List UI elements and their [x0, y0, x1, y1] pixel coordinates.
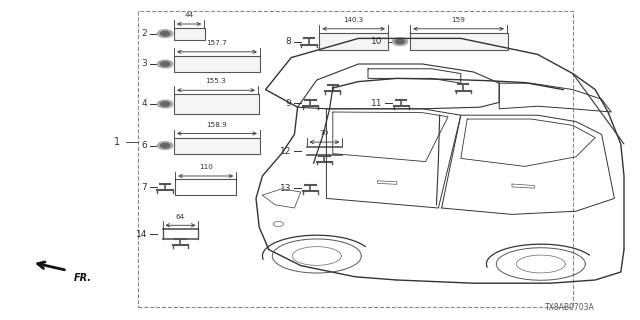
Text: 64: 64: [176, 213, 185, 220]
Circle shape: [161, 102, 170, 106]
Text: 159: 159: [452, 17, 465, 23]
Text: 7: 7: [141, 183, 147, 192]
Text: 140.3: 140.3: [344, 17, 364, 23]
Text: 2: 2: [141, 29, 147, 38]
Text: 44: 44: [184, 12, 194, 18]
Bar: [319, 33, 388, 50]
Text: FR.: FR.: [74, 273, 92, 283]
Bar: [174, 138, 260, 154]
Text: 110: 110: [199, 164, 212, 170]
Circle shape: [157, 100, 173, 108]
Circle shape: [157, 142, 173, 149]
Text: 6: 6: [141, 141, 147, 150]
Circle shape: [161, 31, 170, 36]
Circle shape: [161, 143, 170, 148]
Text: 158.9: 158.9: [207, 122, 227, 128]
Circle shape: [396, 39, 404, 44]
Text: 11: 11: [371, 99, 382, 108]
Text: 70: 70: [320, 130, 329, 136]
Text: 8: 8: [285, 37, 291, 46]
Bar: [174, 56, 260, 72]
Circle shape: [161, 62, 170, 66]
Text: 1: 1: [113, 137, 120, 148]
Text: 10: 10: [371, 37, 382, 46]
Text: 3: 3: [141, 60, 147, 68]
Bar: [174, 94, 259, 114]
Text: 13: 13: [280, 184, 291, 193]
Circle shape: [157, 30, 173, 37]
Text: 157.7: 157.7: [207, 40, 227, 46]
Bar: [410, 33, 508, 50]
Text: 9: 9: [285, 99, 291, 108]
Text: TX8AB0703A: TX8AB0703A: [545, 303, 595, 312]
Text: 12: 12: [280, 147, 291, 156]
Bar: [138, 11, 573, 307]
Circle shape: [157, 60, 173, 68]
Text: 14: 14: [136, 230, 147, 239]
Bar: [174, 28, 205, 40]
Text: 4: 4: [141, 100, 147, 108]
Text: 155.3: 155.3: [205, 78, 227, 84]
Circle shape: [392, 38, 408, 45]
